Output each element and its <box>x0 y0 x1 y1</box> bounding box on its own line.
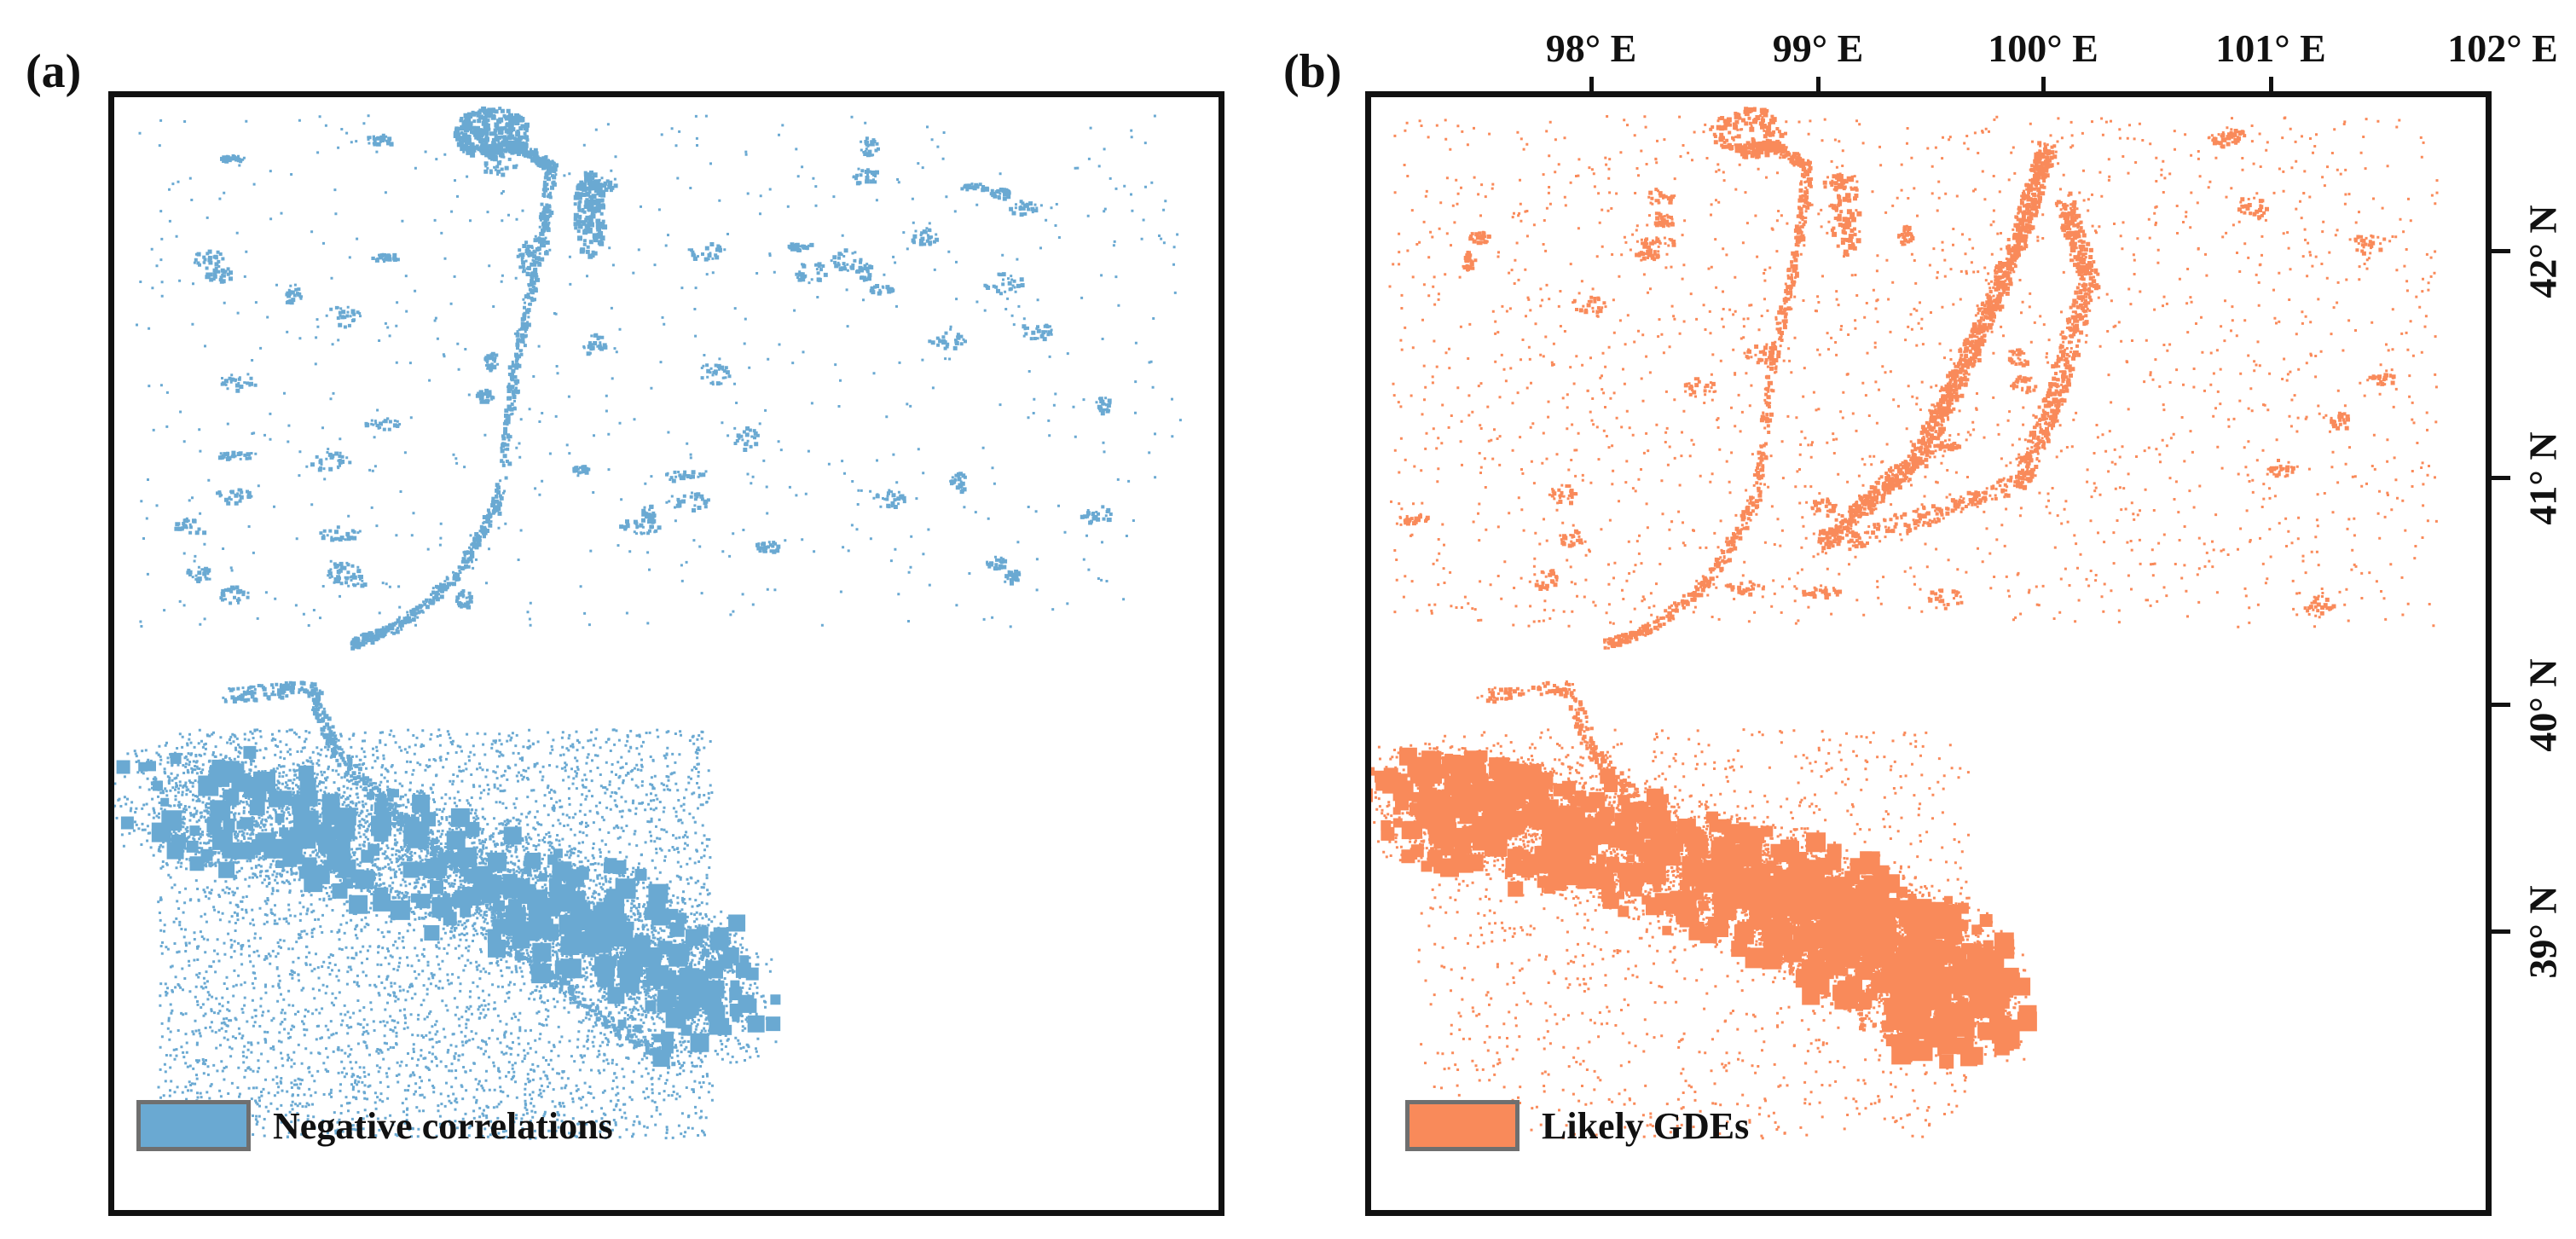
panel-b-legend-label: Likely GDEs <box>1542 1104 1750 1147</box>
lat-label-40: 40° N <box>2521 658 2565 752</box>
panel-a-legend: Negative correlations <box>136 1100 613 1151</box>
lon-label-100: 100° E <box>1988 26 2098 70</box>
lat-tick-39 <box>2492 929 2510 934</box>
lon-tick-101 <box>2269 77 2273 96</box>
negative-correlation-pixels <box>114 106 1182 1140</box>
panel-b-map <box>1365 91 2492 1216</box>
lat-label-42: 42° N <box>2521 205 2565 298</box>
lon-label-101: 101° E <box>2215 26 2326 70</box>
panel-a-label: (a) <box>26 45 82 98</box>
panel-b-layer <box>1371 107 2439 1140</box>
lat-tick-41 <box>2492 476 2510 480</box>
likely-gde-pixels <box>1371 107 2439 1140</box>
lon-label-102: 102° E <box>2447 26 2558 70</box>
lat-label-39: 39° N <box>2521 885 2565 979</box>
lat-tick-40 <box>2492 703 2510 707</box>
lat-label-41: 41° N <box>2521 431 2565 525</box>
panel-b-label: (b) <box>1283 45 1342 98</box>
lat-tick-42 <box>2492 249 2510 253</box>
panel-a-legend-label: Negative correlations <box>273 1104 613 1147</box>
panel-a-legend-swatch <box>136 1100 251 1151</box>
panel-b-legend: Likely GDEs <box>1405 1100 1749 1151</box>
lon-label-98: 98° E <box>1545 26 1637 70</box>
lon-tick-99 <box>1816 77 1821 96</box>
panel-b-legend-swatch <box>1405 1100 1520 1151</box>
lon-label-99: 99° E <box>1772 26 1864 70</box>
lon-tick-100 <box>2041 77 2046 96</box>
lon-tick-98 <box>1589 77 1594 96</box>
panel-a-layer <box>114 106 1182 1140</box>
panel-a-map <box>108 91 1224 1216</box>
